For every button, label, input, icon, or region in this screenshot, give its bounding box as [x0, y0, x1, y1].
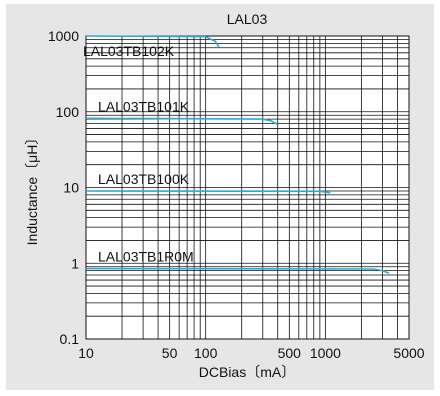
series-label-2: LAL03TB100K: [98, 171, 190, 187]
x-axis-label: DCBias〔mA〕: [199, 364, 295, 380]
x-tick-label: 5000: [393, 345, 424, 361]
y-axis-label: Inductance〔μH〕: [24, 131, 40, 246]
x-tick-label: 100: [194, 345, 218, 361]
y-tick-labels: 0.1 1 10 100 1000: [48, 28, 79, 347]
y-tick-label: 1000: [48, 28, 79, 44]
series-label-3: LAL03TB1R0M: [98, 249, 194, 265]
x-tick-labels: 10 50 100 500 1000 5000: [78, 345, 425, 361]
y-tick-label: 0.1: [60, 331, 80, 347]
series-label-0: LAL03TB102K: [83, 43, 175, 59]
chart-title: LAL03: [227, 11, 268, 27]
y-tick-label: 100: [56, 104, 80, 120]
series-label-1: LAL03TB101K: [98, 98, 190, 114]
y-tick-label: 1: [71, 255, 79, 271]
x-tick-label: 50: [162, 345, 178, 361]
x-tick-label: 500: [278, 345, 302, 361]
x-tick-label: 1000: [310, 345, 341, 361]
x-tick-label: 10: [78, 345, 94, 361]
y-tick-label: 10: [63, 180, 79, 196]
